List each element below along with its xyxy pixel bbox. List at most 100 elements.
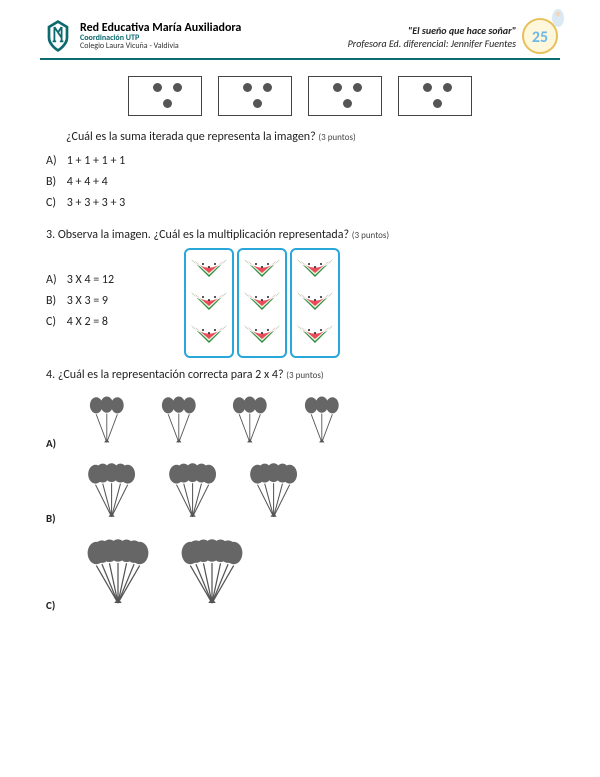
- q4-option-row[interactable]: C): [46, 533, 554, 612]
- balloon-cluster-icon: [159, 458, 226, 521]
- option-label: A): [46, 154, 64, 168]
- image-panel: [184, 248, 234, 358]
- watermelon-slice-icon: [189, 321, 229, 347]
- option-label: C): [46, 315, 64, 329]
- dot-icon: [173, 83, 182, 92]
- balloon-cluster-icon: [78, 458, 145, 521]
- dot-icon: [243, 83, 252, 92]
- option-label: B): [46, 512, 62, 525]
- watermelon-wrap: [189, 288, 229, 318]
- balloon-sets: [78, 392, 350, 450]
- dot-icon: [353, 83, 362, 92]
- balloon-group: [78, 458, 145, 525]
- q4-rows: A) B) C): [46, 392, 554, 612]
- header-right: "El sueño que hace soñar" Profesora Ed. …: [348, 18, 516, 50]
- q4-option-row[interactable]: B): [46, 458, 554, 525]
- watermelon-wrap: [295, 255, 335, 285]
- answer-option[interactable]: C) 4 X 2 = 8: [46, 315, 114, 329]
- q4-block: 4. ¿Cuál es la representación correcta p…: [46, 368, 554, 612]
- balloon-group: [172, 533, 252, 612]
- image-panel: [237, 248, 287, 358]
- balloon-cluster-icon: [78, 533, 158, 608]
- dot-icon: [443, 83, 452, 92]
- watermelon-slice-icon: [295, 321, 335, 347]
- q2-question-text: ¿Cuál es la suma iterada que representa …: [66, 130, 316, 144]
- answer-option[interactable]: A) 1 + 1 + 1 + 1: [46, 154, 554, 168]
- watermelon-wrap: [242, 321, 282, 351]
- balloon-group: [159, 458, 226, 525]
- option-label: C): [46, 599, 62, 612]
- dot-icon: [333, 83, 342, 92]
- dot-icon: [253, 99, 262, 108]
- balloon-group: [293, 392, 351, 450]
- watermelon-wrap: [189, 255, 229, 285]
- q3-question-text: 3. Observa la imagen. ¿Cuál es la multip…: [46, 228, 349, 242]
- balloon-sets: [78, 458, 308, 525]
- dot-box: [218, 76, 292, 116]
- image-panel: [290, 248, 340, 358]
- q4-text-line: 4. ¿Cuál es la representación correcta p…: [46, 368, 554, 382]
- balloon-group: [150, 392, 208, 450]
- answer-option[interactable]: B) 3 X 3 = 9: [46, 294, 114, 308]
- q2-options: A) 1 + 1 + 1 + 1B) 4 + 4 + 4C) 3 + 3 + 3…: [46, 154, 554, 210]
- dot-icon: [263, 83, 272, 92]
- option-text: 4 + 4 + 4: [64, 175, 108, 189]
- balloon-sets: [78, 533, 252, 612]
- dot-icon: [433, 99, 442, 108]
- school-name: Colegio Laura Vicuña - Valdivia: [80, 42, 241, 50]
- balloon-group: [240, 458, 307, 525]
- watermelon-slice-icon: [242, 255, 282, 281]
- option-text: 3 X 3 = 9: [64, 294, 108, 308]
- watermelon-wrap: [242, 288, 282, 318]
- motto: "El sueño que hace soñar": [348, 24, 516, 37]
- dot-icon: [153, 83, 162, 92]
- option-label: B): [46, 294, 64, 308]
- option-text: 3 + 3 + 3 + 3: [64, 196, 125, 210]
- watermelon-wrap: [189, 321, 229, 351]
- q3-options: A) 3 X 4 = 12B) 3 X 3 = 9C) 4 X 2 = 8: [46, 266, 114, 336]
- q3-image-panels: [184, 248, 340, 358]
- q3-block: 3. Observa la imagen. ¿Cuál es la multip…: [46, 228, 554, 358]
- logo-block: Red Educativa María Auxiliadora Coordina…: [40, 18, 241, 54]
- q4-option-row[interactable]: A): [46, 392, 554, 450]
- option-label: A): [46, 273, 64, 287]
- answer-option[interactable]: A) 3 X 4 = 12: [46, 273, 114, 287]
- watermelon-slice-icon: [242, 288, 282, 314]
- badge-number: 25: [532, 28, 548, 47]
- q2-text: ¿Cuál es la suma iterada que representa …: [66, 130, 554, 144]
- balloon-cluster-icon: [221, 392, 279, 446]
- balloon-group: [221, 392, 279, 450]
- balloon-group: [78, 392, 136, 450]
- dot-icon: [423, 83, 432, 92]
- option-text: 4 X 2 = 8: [64, 315, 108, 329]
- q3-points: (3 puntos): [352, 230, 389, 241]
- watermelon-slice-icon: [242, 321, 282, 347]
- page-header: Red Educativa María Auxiliadora Coordina…: [40, 0, 560, 60]
- balloon-cluster-icon: [172, 533, 252, 608]
- option-label: B): [46, 175, 64, 189]
- option-text: 1 + 1 + 1 + 1: [64, 154, 125, 168]
- option-text: 3 X 4 = 12: [64, 273, 114, 287]
- answer-option[interactable]: C) 3 + 3 + 3 + 3: [46, 196, 554, 210]
- watermelon-wrap: [295, 288, 335, 318]
- answer-option[interactable]: B) 4 + 4 + 4: [46, 175, 554, 189]
- dot-icon: [163, 99, 172, 108]
- option-label: A): [46, 437, 62, 450]
- watermelon-slice-icon: [295, 288, 335, 314]
- q3-text-line: 3. Observa la imagen. ¿Cuál es la multip…: [46, 228, 554, 242]
- balloon-cluster-icon: [150, 392, 208, 446]
- dot-box: [308, 76, 382, 116]
- q4-question-text: 4. ¿Cuál es la representación correcta p…: [46, 368, 284, 382]
- q2-points: (3 puntos): [318, 132, 355, 143]
- dot-box: [398, 76, 472, 116]
- watermelon-slice-icon: [189, 288, 229, 314]
- teacher-line: Profesora Ed. diferencial: Jennifer Fuen…: [348, 37, 516, 50]
- watermelon-slice-icon: [189, 255, 229, 281]
- watermelon-wrap: [295, 321, 335, 351]
- option-label: C): [46, 196, 64, 210]
- balloon-group: [78, 533, 158, 612]
- balloon-cluster-icon: [293, 392, 351, 446]
- balloon-cluster-icon: [78, 392, 136, 446]
- dot-icon: [343, 99, 352, 108]
- org-logo-icon: [40, 18, 76, 54]
